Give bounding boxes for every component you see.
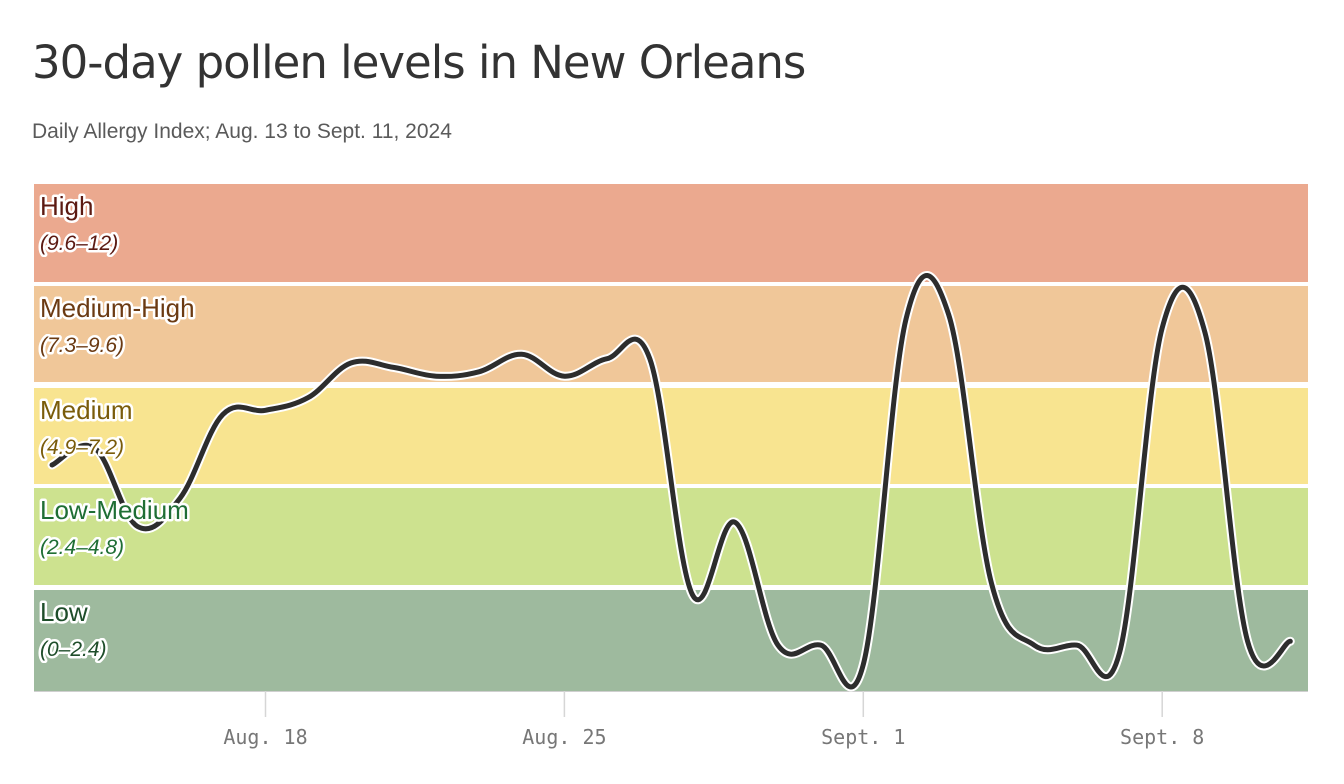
band-range-label: (4.9–7.2) — [40, 436, 124, 459]
data-point — [1031, 642, 1037, 648]
chart-title: 30-day pollen levels in New Orleans — [32, 36, 806, 89]
band-low — [34, 590, 1308, 691]
band-label: High — [40, 191, 93, 221]
band-range-label: (7.3–9.6) — [40, 334, 124, 357]
data-point — [561, 373, 567, 379]
data-point — [732, 519, 738, 525]
chart-subtitle: Daily Allergy Index; Aug. 13 to Sept. 11… — [32, 120, 452, 143]
band-label: Low-Medium — [40, 495, 189, 525]
data-point — [1202, 329, 1208, 335]
band-range-label: (9.6–12) — [40, 232, 118, 255]
data-point — [903, 316, 909, 322]
data-point — [860, 662, 866, 668]
data-point — [1117, 650, 1123, 656]
data-point — [519, 351, 525, 357]
data-point — [775, 642, 781, 648]
data-point — [391, 364, 397, 370]
band-medium-high — [34, 286, 1308, 382]
band-high — [34, 184, 1308, 282]
band-label: Medium-High — [40, 293, 195, 323]
data-point — [263, 407, 269, 413]
data-point — [476, 369, 482, 375]
data-point — [1074, 642, 1080, 648]
data-point — [1287, 638, 1293, 644]
band-label: Medium — [40, 395, 132, 425]
x-tick-label: Sept. 1 — [821, 725, 905, 749]
x-tick-label: Aug. 18 — [223, 725, 307, 749]
data-point — [647, 356, 653, 362]
data-point — [1159, 325, 1165, 331]
x-tick-label: Sept. 8 — [1120, 725, 1204, 749]
data-point — [348, 360, 354, 366]
data-point — [305, 395, 311, 401]
x-tick-label: Aug. 25 — [522, 725, 606, 749]
series-line — [49, 273, 1293, 690]
data-point — [220, 412, 226, 418]
data-point — [690, 592, 696, 598]
data-point — [604, 356, 610, 362]
data-point — [433, 373, 439, 379]
data-point — [49, 462, 55, 468]
data-point — [946, 312, 952, 318]
band-range-label: (0–2.4) — [40, 638, 107, 661]
data-point — [988, 580, 994, 586]
data-point — [1245, 638, 1251, 644]
data-point — [818, 642, 824, 648]
band-label: Low — [40, 597, 88, 627]
band-range-label: (2.4–4.8) — [40, 536, 124, 559]
